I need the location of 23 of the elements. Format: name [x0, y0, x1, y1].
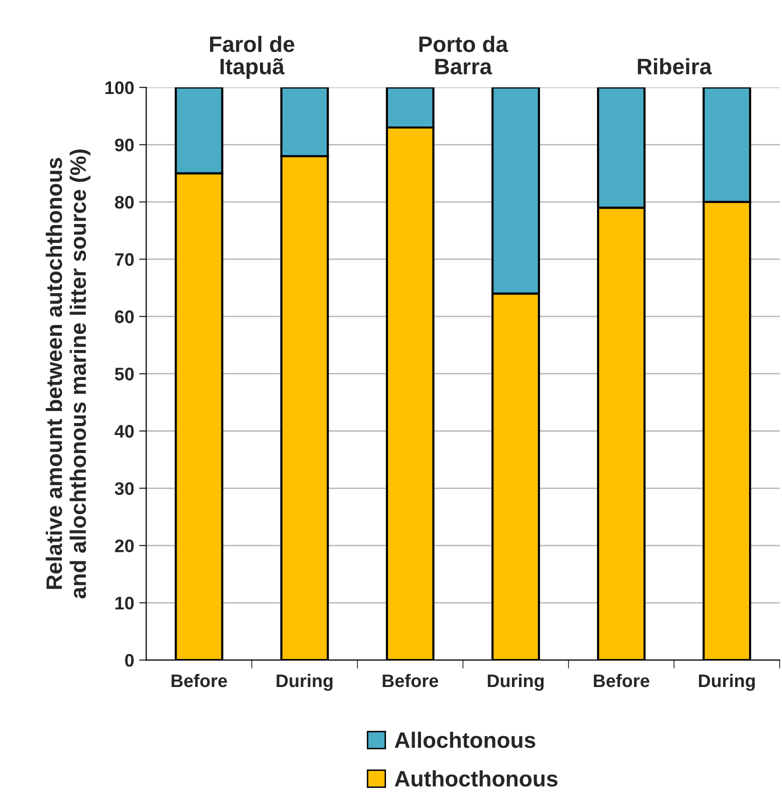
y-tick-label: 30 — [114, 482, 134, 496]
x-tick-label: During — [276, 674, 332, 691]
x-tick-label: During — [698, 674, 755, 691]
x-tick-label: Before — [594, 674, 650, 688]
y-tick-label: 0 — [125, 654, 134, 667]
legend-label: Authocthonous — [394, 770, 558, 787]
y-tick-label: 60 — [115, 310, 134, 324]
x-tick-label: Before — [172, 674, 227, 688]
y-tick-label: 90 — [114, 138, 134, 152]
legend-label: Allochtonous — [394, 732, 536, 748]
x-tick-label: Before — [382, 674, 438, 688]
y-tick-label: 70 — [115, 253, 134, 266]
y-tick-label: 10 — [115, 596, 134, 610]
x-tick-label: During — [488, 674, 544, 691]
y-tick-label: 50 — [114, 368, 134, 380]
y-tick-label: 80 — [114, 196, 134, 209]
y-tick-label: 100 — [105, 81, 134, 94]
text: Farol de Itapuã — [210, 36, 294, 79]
y-tick-label: 20 — [114, 539, 134, 552]
text: Porto da Barra — [419, 36, 508, 74]
y-axis-title: Relative amount between autochthonous and allochthonous marine litter source (%) — [46, 149, 90, 598]
text: Ribeira — [638, 58, 712, 74]
y-tick-label: 40 — [114, 424, 134, 438]
